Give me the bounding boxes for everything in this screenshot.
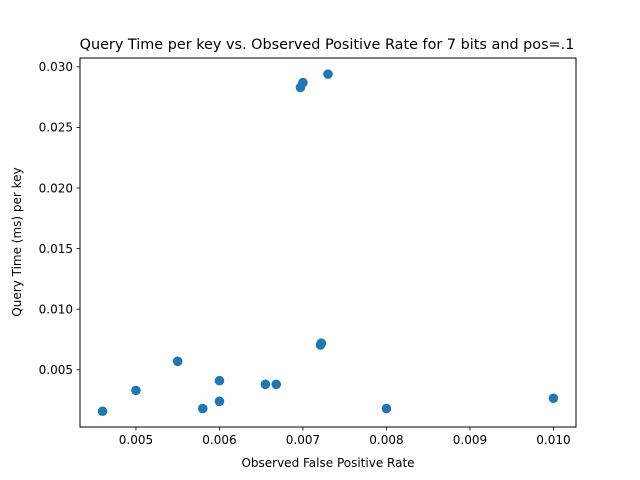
x-axis-title: Observed False Positive Rate xyxy=(241,456,414,470)
data-point xyxy=(298,77,308,88)
data-point xyxy=(97,406,108,417)
data-point xyxy=(381,403,392,414)
x-axis-ticks: 0.005 0.006 0.007 0.008 0.009 0.010 xyxy=(119,427,571,447)
x-tick-label: 0.005 xyxy=(119,433,153,447)
data-point xyxy=(323,69,333,79)
data-points xyxy=(97,69,559,417)
x-tick-label: 0.006 xyxy=(202,433,236,447)
data-point xyxy=(214,396,225,407)
data-point xyxy=(214,375,225,386)
x-tick-label: 0.008 xyxy=(369,433,403,447)
data-point xyxy=(197,403,208,414)
y-tick-label: 0.005 xyxy=(39,363,73,377)
plot-area-frame xyxy=(79,57,577,428)
x-tick-label: 0.009 xyxy=(453,433,487,447)
data-point xyxy=(172,356,183,367)
y-tick-label: 0.030 xyxy=(39,60,73,74)
y-axis-title: Query Time (ms) per key xyxy=(10,167,24,316)
data-point xyxy=(131,385,141,396)
y-tick-label: 0.015 xyxy=(39,242,73,256)
y-tick-label: 0.025 xyxy=(39,121,73,135)
data-point xyxy=(316,338,327,348)
data-point xyxy=(548,393,559,404)
x-tick-label: 0.010 xyxy=(536,433,570,447)
chart-title: Query Time per key vs. Observed Positive… xyxy=(80,37,575,53)
x-tick-label: 0.007 xyxy=(286,433,320,447)
data-point xyxy=(260,379,271,390)
y-axis-ticks: 0.005 0.010 0.015 0.020 0.025 0.030 xyxy=(39,60,80,377)
y-tick-label: 0.020 xyxy=(39,181,73,195)
data-point xyxy=(271,379,282,390)
y-tick-label: 0.010 xyxy=(39,303,73,317)
